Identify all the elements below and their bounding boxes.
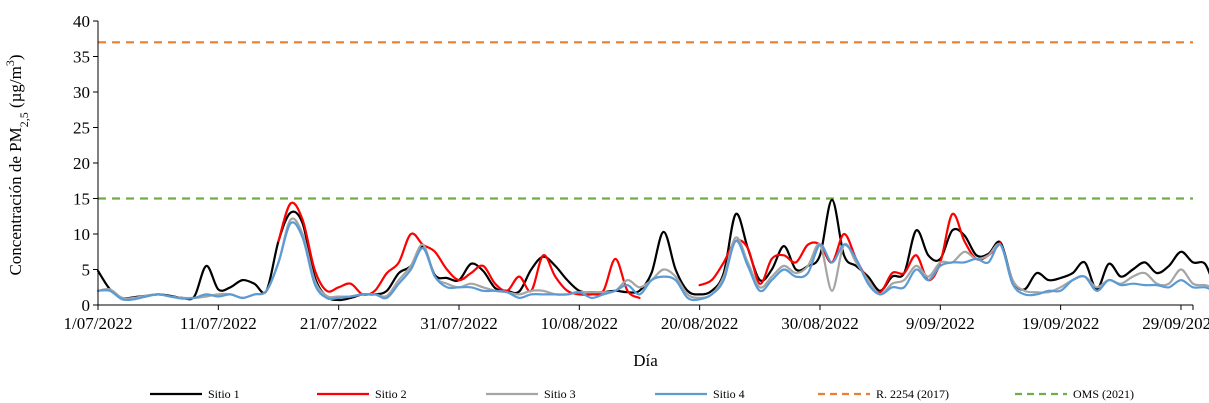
legend: Sitio 1 Sitio 2 Sitio 3 Sitio 4 R. 2254 (201… (150, 387, 1134, 401)
y-axis-title: Concentración de PM2,5 (µg/m3) (3, 54, 31, 275)
y-tick-label: 35 (73, 48, 90, 67)
legend-label: R. 2254 (2017) (876, 387, 949, 401)
x-axis-ticks: 1/07/2022 11/07/2022 21/07/2022 31/07/2022 1… (64, 305, 1209, 333)
legend-item-sitio-4: Sitio 4 (655, 387, 745, 401)
y-axis-ticks: 0 5 10 15 20 25 30 35 40 (73, 12, 98, 315)
legend-item-r-2254-2017: R. 2254 (2017) (818, 387, 949, 401)
legend-label: Sitio 3 (544, 387, 576, 401)
x-tick-label: 9/09/2022 (906, 314, 975, 333)
legend-item-sitio-1: Sitio 1 (150, 387, 240, 401)
series-line-sitio-1 (96, 198, 1209, 302)
x-tick-label: 20/08/2022 (661, 314, 738, 333)
x-axis-title: Día (633, 351, 658, 370)
x-tick-label: 30/08/2022 (781, 314, 858, 333)
x-tick-label: 31/07/2022 (420, 314, 497, 333)
y-tick-label: 10 (73, 225, 90, 244)
x-tick-label: 1/07/2022 (64, 314, 133, 333)
legend-item-sitio-3: Sitio 3 (486, 387, 576, 401)
x-tick-label: 19/09/2022 (1022, 314, 1099, 333)
series-lines-layer (96, 198, 1209, 302)
series-line-sitio-3 (96, 217, 1209, 300)
legend-item-oms-2021: OMS (2021) (1015, 387, 1134, 401)
reference-lines-layer (98, 41, 1193, 200)
y-tick-label: 40 (73, 12, 90, 31)
legend-label: OMS (2021) (1073, 387, 1134, 401)
series-line-sitio-2 (698, 212, 1002, 294)
x-tick-label: 10/08/2022 (541, 314, 618, 333)
x-tick-label: 21/07/2022 (300, 314, 377, 333)
legend-item-sitio-2: Sitio 2 (317, 387, 407, 401)
legend-label: Sitio 1 (208, 387, 240, 401)
x-tick-label: 29/09/2022 (1142, 314, 1209, 333)
y-tick-label: 15 (73, 190, 90, 209)
series-line-sitio-2 (277, 201, 641, 299)
x-tick-label: 11/07/2022 (180, 314, 257, 333)
y-tick-label: 20 (73, 154, 90, 173)
legend-label: Sitio 4 (713, 387, 745, 401)
y-tick-label: 5 (82, 261, 91, 280)
legend-label: Sitio 2 (375, 387, 407, 401)
y-tick-label: 30 (73, 83, 90, 102)
y-tick-label: 0 (82, 296, 91, 315)
y-tick-label: 25 (73, 119, 90, 138)
series-line-sitio-4 (96, 221, 1209, 302)
